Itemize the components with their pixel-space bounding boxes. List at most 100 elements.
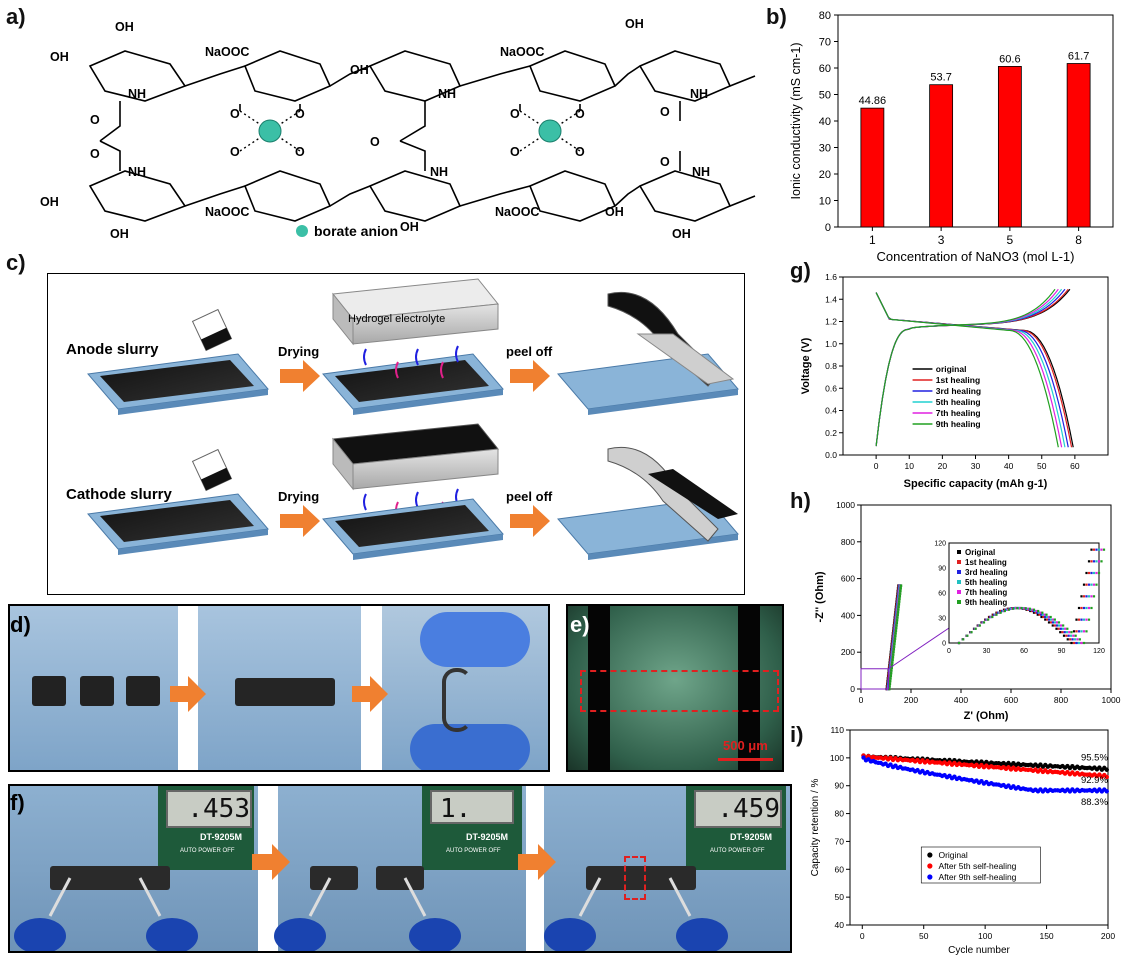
x-tick-label: 1000 — [1102, 695, 1121, 705]
inset-data-point — [1044, 615, 1047, 619]
inset-data-point — [995, 613, 998, 616]
inset-data-point — [1097, 571, 1101, 575]
inset-data-point — [1051, 624, 1054, 627]
data-point — [898, 594, 902, 598]
inset-data-point — [1065, 631, 1069, 634]
inset-data-point — [1012, 607, 1015, 610]
y-tick-label: 90 — [835, 781, 845, 791]
x-tick-label: 100 — [978, 931, 992, 941]
inset-data-point — [1078, 638, 1081, 641]
legend-label: 3rd healing — [936, 386, 981, 396]
inset-data-point — [1045, 613, 1048, 616]
inset-data-point — [1087, 583, 1091, 586]
peel-off-label: peel off — [506, 344, 553, 359]
inset-data-point — [1016, 607, 1019, 610]
annotation: 88.3% — [1081, 797, 1108, 808]
inset-data-point — [1017, 606, 1021, 610]
panel-label-e: e) — [570, 612, 590, 637]
y-tick-label: 1.6 — [825, 272, 837, 282]
inset-data-point — [1047, 621, 1051, 624]
inset-data-point — [1019, 606, 1022, 610]
gel-piece — [80, 676, 114, 706]
inset-data-point — [1095, 548, 1098, 551]
inset-data-point — [999, 611, 1002, 614]
inset-data-point — [1072, 630, 1076, 633]
y-tick-label: 1.0 — [825, 339, 837, 349]
inset-data-point — [1029, 609, 1032, 613]
inset-data-point — [1080, 606, 1083, 610]
x-axis-label: Z' (Ohm) — [964, 710, 1009, 722]
panel-d-photos — [8, 604, 550, 772]
data-point — [895, 621, 899, 625]
inset-data-point — [1077, 630, 1081, 633]
panel-f-photos: .453 DT-9205M AUTO POWER OFF 1. DT-9205M… — [8, 784, 792, 953]
data-point — [898, 597, 901, 601]
inset-data-point — [1102, 548, 1106, 551]
inset-data-point — [1082, 606, 1086, 610]
x-tick-label: 0 — [859, 695, 864, 705]
legend-borate-label: borate anion — [314, 223, 398, 239]
meter-model-3: DT-9205M — [730, 832, 773, 842]
inset-data-point — [1049, 615, 1052, 619]
x-tick-label: 150 — [1039, 931, 1053, 941]
meter-display-2: 1. — [430, 790, 514, 824]
inset-y-tick-label: 90 — [938, 566, 946, 573]
y-tick-label: 0.0 — [825, 450, 837, 460]
bar — [860, 107, 885, 228]
chem-label: O — [370, 135, 380, 149]
panel-label-b: b) — [766, 4, 787, 29]
data-point — [894, 632, 897, 635]
inset-data-point — [1036, 611, 1039, 614]
chem-label: NaOOC — [500, 45, 544, 59]
inset-data-point — [1085, 630, 1088, 633]
chem-label: OH — [605, 205, 624, 219]
gel-joined — [235, 678, 335, 706]
inset-data-point — [1059, 627, 1062, 630]
x-tick-label: 800 — [1054, 695, 1068, 705]
legend-label: 9th healing — [965, 598, 1007, 607]
x-axis-label: Concentration of NaNO3 (mol L-1) — [877, 249, 1075, 264]
panel-a-structure: OH OH NaOOC OH NaOOC OH NH NH NH NH NH N… — [40, 17, 756, 241]
data-point — [897, 600, 901, 603]
legend-swatch — [927, 874, 933, 880]
legend-swatch — [957, 550, 961, 554]
inset-data-point — [1041, 611, 1044, 614]
x-tick-label: 0 — [874, 461, 879, 471]
panel-label-h: h) — [790, 488, 811, 513]
inset-data-point — [1095, 571, 1098, 575]
inset-data-point — [1061, 627, 1065, 630]
inset-data-point — [1090, 606, 1093, 610]
y-tick-label: 30 — [819, 143, 831, 155]
inset-frame — [948, 542, 1100, 644]
inset-data-point — [1087, 606, 1091, 610]
data-label: 44.86 — [859, 95, 887, 107]
x-tick-label: 0 — [860, 931, 865, 941]
inset-data-point — [1066, 638, 1069, 641]
y-tick-label: 50 — [819, 90, 831, 102]
x-tick-label: 3 — [938, 233, 945, 247]
inset-data-point — [1015, 607, 1018, 610]
arrow-icon — [280, 360, 550, 537]
arrow-icon — [170, 676, 388, 712]
data-point — [890, 669, 893, 672]
annotation: 92.9% — [1081, 775, 1108, 786]
inset-data-point — [1033, 609, 1037, 613]
legend-swatch — [957, 580, 961, 584]
chem-label: NH — [690, 87, 708, 101]
legend-label: After 9th self-healing — [938, 872, 1016, 882]
legend-label: 3rd healing — [965, 568, 1008, 577]
panel-label-g: g) — [790, 258, 811, 283]
data-point — [889, 671, 893, 675]
inset-data-point — [966, 634, 969, 637]
panel-label-f: f) — [10, 790, 25, 815]
meter-power-3: AUTO POWER OFF — [710, 848, 765, 854]
legend-label: 1st healing — [965, 558, 1007, 567]
inset-data-point — [1080, 618, 1083, 621]
chem-label: NH — [438, 87, 456, 101]
legend-label: 7th healing — [936, 408, 981, 418]
inset-data-point — [1025, 607, 1029, 610]
chem-label: O — [660, 105, 670, 119]
inset-data-point — [1049, 618, 1053, 621]
x-tick-label: 30 — [971, 461, 981, 471]
